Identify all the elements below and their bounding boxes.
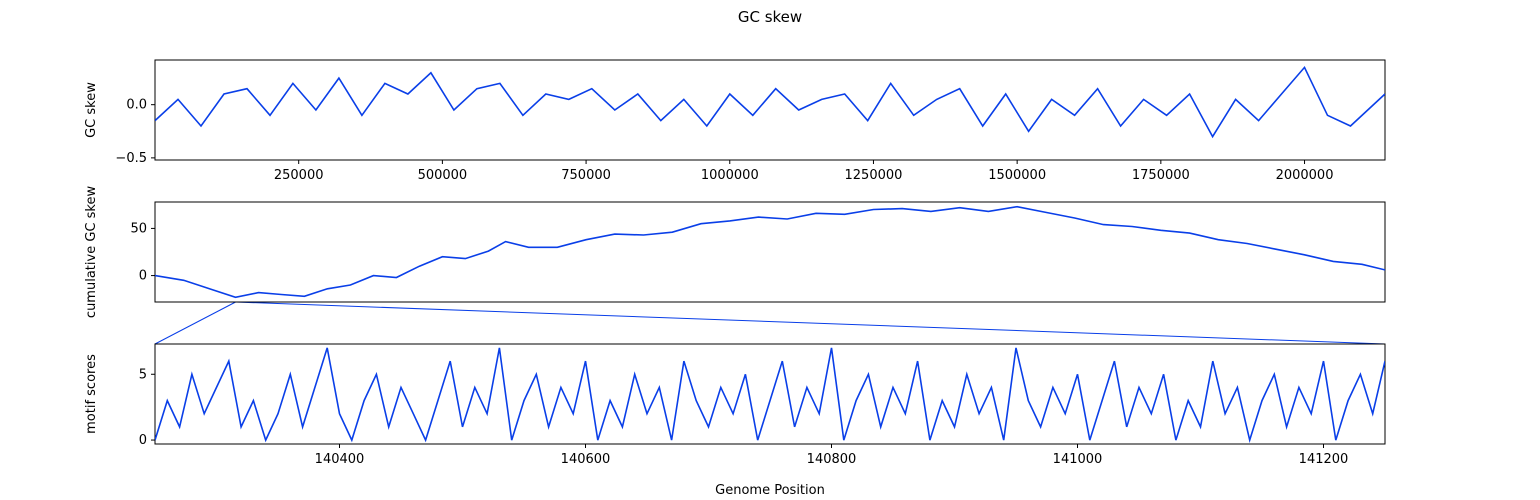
- x-tick-label: 1250000: [845, 168, 903, 183]
- x-tick-label: 1000000: [701, 168, 759, 183]
- x-tick-label: 140600: [561, 452, 611, 467]
- y-tick-label: 50: [130, 221, 147, 236]
- y-tick-label: 0: [139, 433, 147, 448]
- motif-scores-panel: 0 5 140400 140600 140800 141000 141200 motif sc…: [84, 343, 1386, 467]
- series-line: [155, 65, 1385, 139]
- x-tick-label: 140400: [315, 452, 365, 467]
- y-tick-label: 0.0: [126, 98, 147, 113]
- zoom-connector-right: [235, 301, 1386, 345]
- x-tick-label: 1500000: [988, 168, 1046, 183]
- cumulative-gc-skew-panel: 0 50 cumulative GC skew: [84, 186, 1386, 319]
- x-tick-label: 140800: [807, 452, 857, 467]
- y-tick-label: −0.5: [115, 151, 147, 166]
- y-axis-label: GC skew: [84, 82, 99, 138]
- zoom-connector: [154, 301, 1386, 345]
- x-tick-label: 250000: [274, 168, 324, 183]
- x-tick-label: 750000: [561, 168, 611, 183]
- series-line: [155, 205, 1385, 299]
- y-tick-label: 5: [139, 367, 147, 382]
- gc-skew-panel: −0.5 0.0 250000 500000 750000 1000000 1250000 1…: [84, 59, 1386, 183]
- series-line: [155, 347, 1385, 444]
- x-axis-label: Genome Position: [715, 483, 825, 498]
- axes-frame: [154, 343, 1386, 445]
- axes-frame: [154, 201, 1386, 303]
- figure-title: GC skew: [738, 8, 802, 26]
- y-axis-label: motif scores: [84, 354, 99, 434]
- y-tick-label: 0: [139, 269, 147, 284]
- y-axis-label: cumulative GC skew: [84, 186, 99, 319]
- zoom-connector-left: [154, 301, 236, 345]
- x-tick-label: 141200: [1299, 452, 1349, 467]
- x-tick-label: 500000: [418, 168, 468, 183]
- x-tick-label: 141000: [1053, 452, 1103, 467]
- x-tick-label: 2000000: [1276, 168, 1334, 183]
- axes-frame: [154, 59, 1386, 161]
- x-tick-label: 1750000: [1132, 168, 1190, 183]
